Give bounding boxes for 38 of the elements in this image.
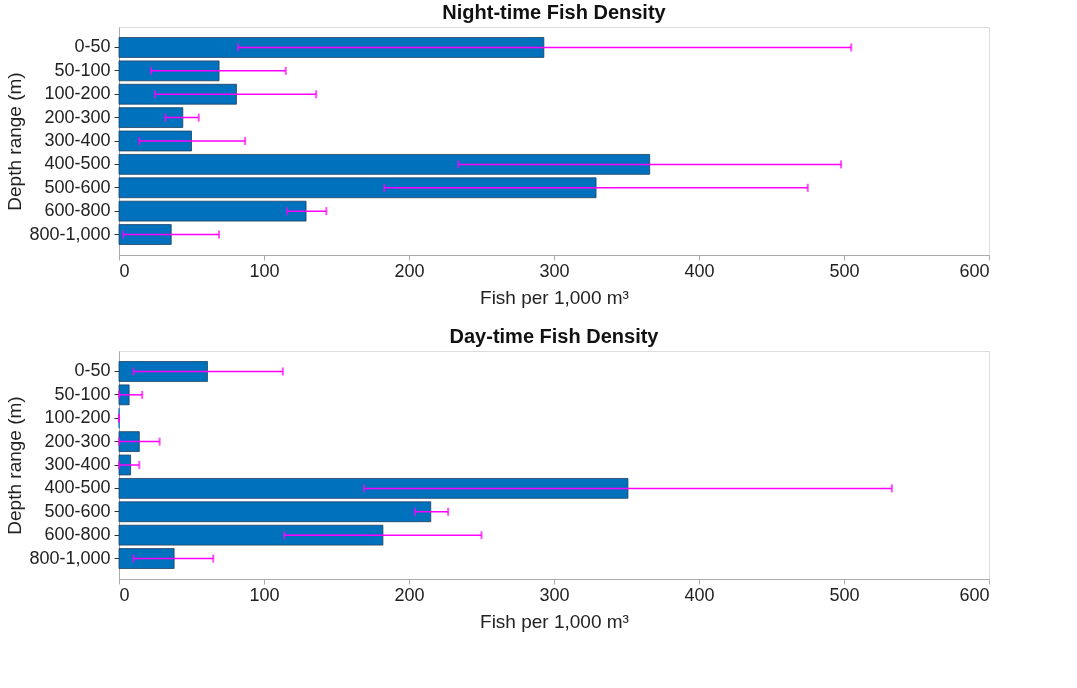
y-tick-label: 300-400 <box>44 130 111 150</box>
x-axis-title: Fish per 1,000 m³ <box>480 286 629 308</box>
chart-title: Day-time Fish Density <box>449 325 660 347</box>
y-tick-label: 400-500 <box>44 477 111 498</box>
y-tick-label: 500-600 <box>44 500 111 521</box>
y-tick-label: 50-100 <box>54 59 111 80</box>
y-tick-label: 0-50 <box>74 360 111 381</box>
x-tick-label: 300 <box>539 260 570 281</box>
y-tick-label: 400-500 <box>44 153 111 174</box>
x-tick-label: 600 <box>959 260 990 281</box>
y-tick-label: 600-800 <box>44 200 111 221</box>
x-tick-label: 0 <box>119 584 130 605</box>
y-tick-label: 200-300 <box>44 106 111 127</box>
y-tick-label: 500-600 <box>44 176 111 197</box>
y-tick-label: 600-800 <box>44 524 111 545</box>
y-tick-label: 800-1,000 <box>29 223 111 244</box>
y-tick-label: 100-200 <box>44 83 111 104</box>
x-tick-label: 400 <box>684 584 715 605</box>
x-tick-label: 500 <box>829 260 860 281</box>
x-tick-label: 500 <box>829 584 860 605</box>
y-tick-label: 100-200 <box>44 407 111 428</box>
x-tick-label: 400 <box>684 260 715 281</box>
x-axis-title: Fish per 1,000 m³ <box>480 610 629 632</box>
y-tick-label: 200-300 <box>44 430 111 451</box>
y-tick-label: 300-400 <box>44 454 111 474</box>
y-tick-label: 800-1,000 <box>29 547 111 568</box>
x-tick-label: 300 <box>539 584 570 605</box>
y-tick-label: 50-100 <box>54 383 111 404</box>
y-axis-title: Depth range (m) <box>4 72 26 211</box>
x-tick-label: 100 <box>249 260 280 281</box>
y-tick-label: 0-50 <box>74 36 111 57</box>
x-tick-label: 200 <box>394 260 425 281</box>
x-tick-label: 0 <box>119 260 130 281</box>
y-axis-title: Depth range (m) <box>4 396 26 535</box>
x-tick-label: 100 <box>249 584 280 605</box>
chart-title: Night-time Fish Density <box>442 1 667 23</box>
x-tick-label: 600 <box>959 584 990 605</box>
x-tick-label: 200 <box>394 584 425 605</box>
